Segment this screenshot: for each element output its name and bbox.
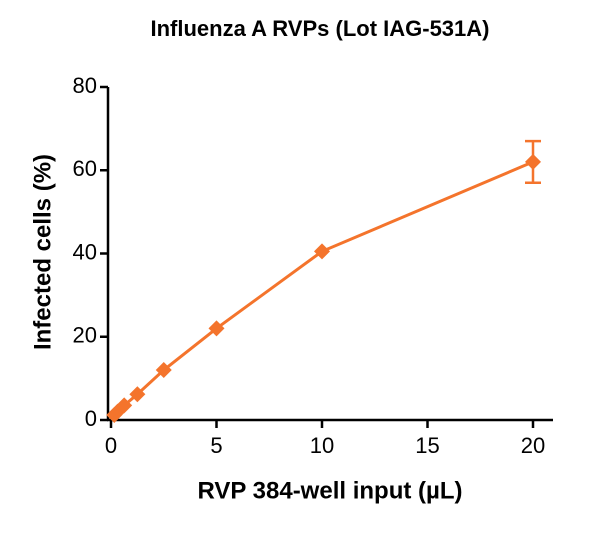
marker (525, 153, 541, 170)
data-line (113, 160, 534, 417)
marker (129, 386, 146, 403)
x-tick-label: 10 (310, 433, 334, 458)
marker (155, 362, 172, 379)
x-tick-label: 0 (105, 433, 117, 458)
y-tick-label: 0 (85, 406, 97, 431)
x-axis-label: RVP 384-well input (µL) (198, 477, 463, 504)
chart-title: Influenza A RVPs (Lot IAG-531A) (150, 16, 489, 41)
y-tick-label: 40 (73, 239, 97, 264)
y-tick-label: 60 (73, 156, 97, 181)
marker (208, 320, 225, 337)
x-tick-label: 5 (210, 433, 222, 458)
y-axis-label: Infected cells (%) (29, 154, 56, 350)
marker (116, 397, 133, 414)
x-tick-label: 15 (415, 433, 439, 458)
marker (314, 243, 330, 260)
y-tick-label: 80 (73, 73, 97, 98)
y-tick-label: 20 (73, 323, 97, 348)
x-tick-label: 20 (521, 433, 545, 458)
